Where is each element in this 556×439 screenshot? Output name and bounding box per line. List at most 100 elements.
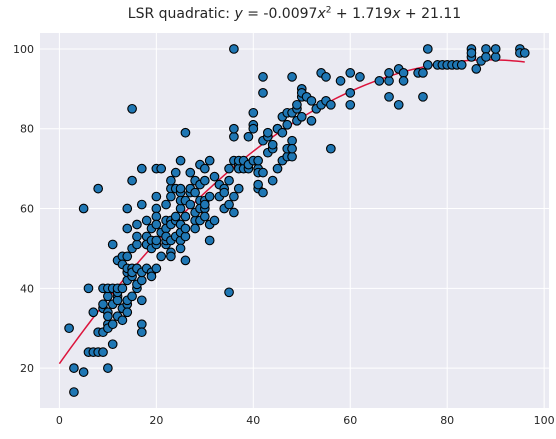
data-point	[170, 211, 181, 222]
data-point	[481, 44, 491, 54]
data-point	[136, 275, 147, 286]
data-point	[122, 251, 133, 262]
data-point	[69, 363, 79, 373]
data-point	[180, 231, 191, 242]
data-point	[204, 191, 215, 202]
title-constant-term: + 21.11	[400, 6, 462, 22]
x-tick-label: 100	[534, 414, 555, 427]
x-tick-label: 80	[440, 414, 454, 427]
data-point	[490, 52, 501, 62]
data-point	[122, 223, 133, 234]
data-point	[190, 223, 200, 234]
data-point	[224, 287, 234, 298]
data-point	[398, 68, 409, 78]
data-point	[296, 111, 307, 122]
data-point	[355, 72, 365, 82]
data-point	[136, 319, 147, 330]
data-point	[253, 155, 263, 166]
data-point	[384, 68, 394, 78]
data-point	[321, 72, 331, 82]
data-point	[175, 243, 186, 254]
data-point	[78, 203, 89, 214]
data-point	[374, 76, 385, 86]
data-point	[292, 99, 302, 110]
data-point	[166, 191, 176, 202]
data-point	[481, 52, 491, 62]
data-point	[267, 139, 278, 150]
data-point	[224, 163, 234, 174]
data-point	[418, 68, 428, 78]
data-point	[136, 295, 147, 306]
title-equals: = -0.0097	[242, 6, 318, 22]
data-point	[151, 235, 162, 246]
data-point	[287, 135, 297, 146]
data-point	[180, 127, 191, 138]
data-point	[393, 99, 404, 110]
data-point	[156, 163, 167, 174]
data-point	[326, 143, 336, 154]
y-tick-label: 20	[20, 362, 34, 375]
data-point	[326, 99, 336, 110]
title-y-var: y	[234, 6, 243, 22]
chart-title: LSR quadratic: y = -0.0097x2 + 1.719x + …	[40, 6, 549, 28]
data-point	[180, 211, 191, 222]
x-tick-label: 0	[56, 414, 63, 427]
data-point	[229, 191, 239, 202]
data-point	[345, 87, 356, 98]
data-point	[64, 323, 74, 334]
data-point	[112, 295, 123, 306]
data-point	[199, 175, 210, 186]
data-point	[229, 44, 239, 54]
data-point	[335, 76, 346, 86]
data-point	[132, 239, 142, 250]
data-point	[175, 203, 186, 214]
data-point	[127, 175, 137, 186]
data-point	[229, 123, 239, 134]
data-point	[136, 199, 147, 210]
data-point	[78, 367, 89, 377]
data-point	[103, 311, 113, 322]
data-point	[258, 187, 268, 198]
data-point	[161, 199, 171, 210]
data-point	[88, 307, 99, 318]
data-point	[98, 299, 108, 310]
data-point	[146, 271, 157, 282]
data-point	[345, 68, 356, 78]
data-point	[132, 231, 142, 242]
data-point	[306, 95, 317, 106]
data-point	[127, 103, 137, 114]
data-point	[156, 251, 167, 262]
data-point	[141, 215, 152, 226]
data-point	[127, 291, 137, 302]
data-point	[166, 251, 176, 262]
data-point	[117, 283, 128, 294]
x-tick-label: 40	[246, 414, 260, 427]
data-point	[272, 163, 283, 174]
data-point	[262, 127, 273, 138]
data-point	[151, 211, 162, 222]
data-point	[166, 175, 176, 186]
data-point	[345, 99, 356, 110]
data-point	[224, 175, 234, 186]
data-point	[209, 171, 220, 182]
data-point	[384, 76, 394, 86]
data-point	[107, 319, 118, 330]
data-point	[132, 219, 142, 230]
title-exponent: 2	[325, 5, 332, 16]
data-point	[69, 387, 79, 397]
data-point	[103, 291, 113, 302]
data-point	[418, 91, 428, 102]
data-point	[151, 219, 162, 230]
data-point	[190, 187, 200, 198]
data-point	[384, 91, 394, 102]
data-point	[136, 327, 147, 338]
y-tick-label: 40	[20, 282, 34, 295]
title-x-var-1: x	[317, 6, 326, 22]
data-point	[306, 115, 317, 126]
y-tick-label: 100	[13, 43, 34, 56]
title-x-var-2: x	[392, 6, 401, 22]
data-point	[136, 163, 147, 174]
data-point	[122, 203, 133, 214]
title-linear-term: + 1.719	[331, 6, 393, 22]
